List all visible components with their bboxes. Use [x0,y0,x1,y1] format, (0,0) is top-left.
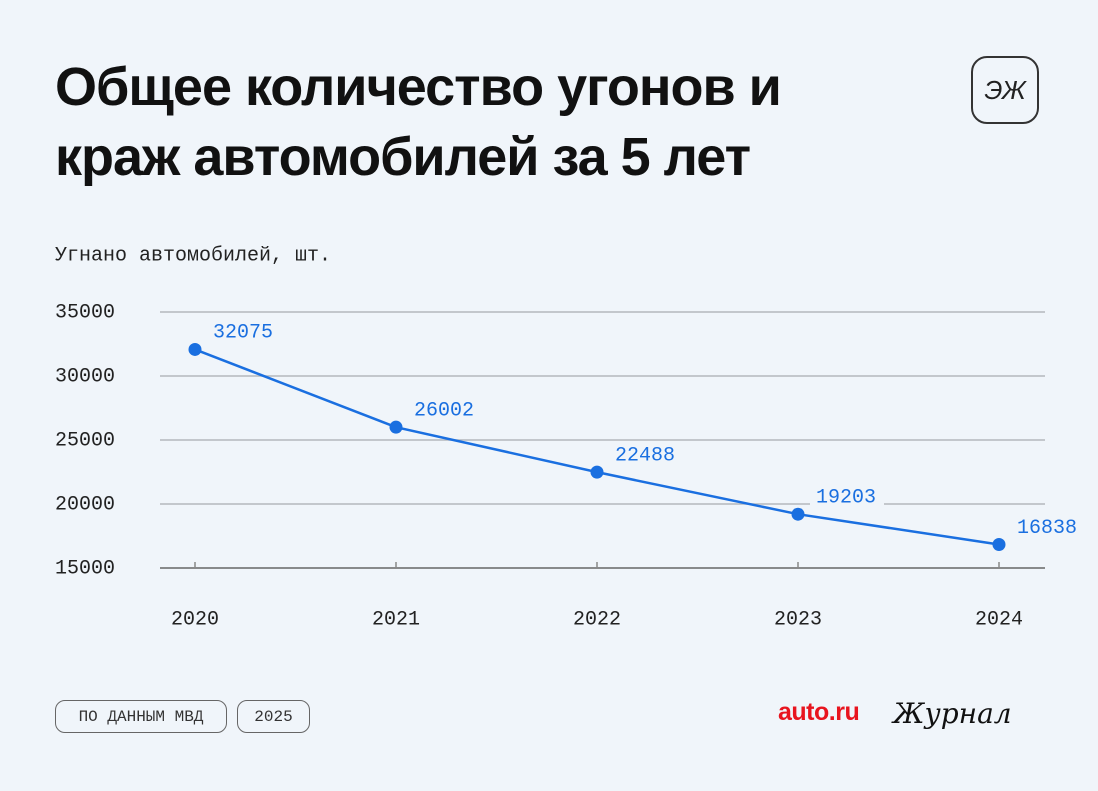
value-label-bg [1011,514,1085,541]
x-tick-label: 2023 [774,608,822,631]
value-label-bg [207,319,281,346]
brand: auto.ru [778,698,860,726]
value-label-bg [408,397,482,424]
value-label: 22488 [615,444,675,467]
value-label: 16838 [1017,517,1077,540]
y-tick-label: 35000 [55,301,115,324]
value-label: 32075 [213,322,273,345]
logo: ЭЖ [971,56,1039,124]
point [791,507,805,521]
value-label-bg [810,484,884,511]
point [389,420,403,434]
x-tick-label: 2021 [372,608,420,631]
series-line [194,348,1000,546]
value-label: 26002 [414,399,474,422]
value-label-bg [609,442,683,469]
x-tick-label: 2024 [975,608,1023,631]
y-tick-label: 20000 [55,493,115,516]
x-tick-label: 2022 [573,608,621,631]
y-tick-label: 15000 [55,557,115,580]
y-axis-label: Угнано автомобилей, шт. [55,244,331,267]
x-tick-label: 2020 [171,608,219,631]
y-tick-label: 30000 [55,365,115,388]
chart-title: Общее количество угонов и краж автомобил… [55,57,782,187]
point [188,342,202,356]
value-label: 19203 [816,486,876,509]
y-tick-label: 25000 [55,429,115,452]
point [590,465,604,479]
point [992,537,1006,551]
year-badge: 2025 [237,700,310,733]
source-badge: ПО ДАННЫМ МВД [55,700,227,733]
journal-logo: Журнал [893,697,1012,730]
